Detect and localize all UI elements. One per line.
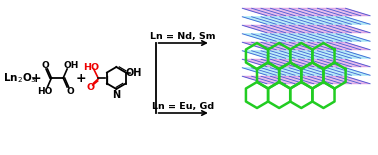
Polygon shape [242, 68, 370, 75]
Text: OH: OH [125, 67, 142, 78]
Polygon shape [242, 51, 370, 58]
Text: Ln$_2$O$_3$: Ln$_2$O$_3$ [3, 71, 37, 85]
Text: +: + [76, 71, 86, 84]
Text: HO: HO [83, 64, 99, 73]
Text: Ln = Eu, Gd: Ln = Eu, Gd [152, 102, 214, 111]
Polygon shape [242, 17, 370, 24]
Polygon shape [242, 42, 370, 50]
Text: O: O [87, 82, 95, 91]
Text: O: O [66, 86, 74, 95]
Polygon shape [242, 76, 370, 84]
Text: O: O [42, 60, 50, 69]
Polygon shape [242, 59, 370, 67]
Text: HO: HO [37, 86, 52, 95]
Polygon shape [242, 25, 370, 33]
Text: N: N [112, 90, 121, 100]
Text: Ln = Nd, Sm: Ln = Nd, Sm [150, 31, 216, 40]
Polygon shape [242, 34, 370, 41]
Text: OH: OH [64, 60, 79, 69]
Polygon shape [242, 8, 370, 16]
Text: +: + [30, 71, 41, 84]
